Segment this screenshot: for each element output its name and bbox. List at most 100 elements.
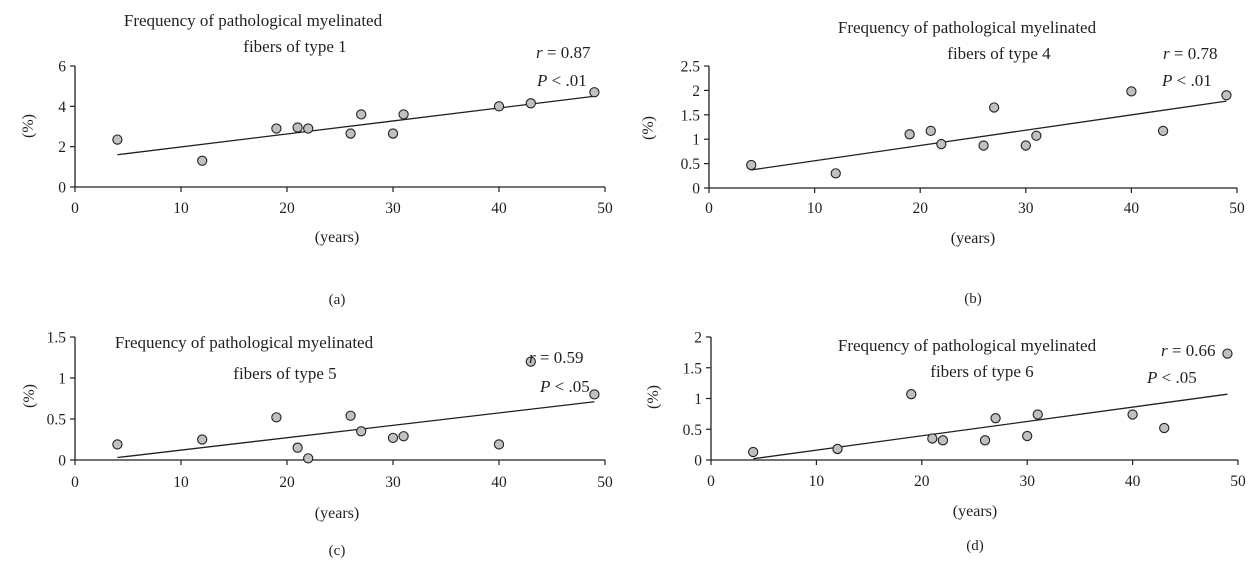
data-point <box>904 129 915 140</box>
x-axis-label: (years) <box>315 505 359 522</box>
x-tick-label: 20 <box>279 200 295 217</box>
data-point <box>356 109 367 120</box>
y-tick-label: 4 <box>58 99 66 116</box>
y-tick-label: 2 <box>58 139 66 156</box>
x-tick-label: 50 <box>597 474 613 491</box>
data-point <box>1031 130 1042 141</box>
stat-p: P < .01 <box>536 71 587 90</box>
chart-panel-a: Frequency of pathological myelinated fibe… <box>20 11 613 308</box>
data-point <box>978 140 989 151</box>
data-point <box>345 128 356 139</box>
data-point <box>112 439 123 450</box>
data-point <box>525 98 536 109</box>
x-tick-label: 0 <box>705 200 713 217</box>
data-point <box>927 433 938 444</box>
x-tick-label: 20 <box>914 473 930 490</box>
chart-title-line: Frequency of pathological myelinated <box>124 11 383 30</box>
data-point <box>906 389 917 400</box>
x-tick-label: 0 <box>71 200 79 217</box>
x-axis-label: (years) <box>953 503 997 520</box>
data-point <box>1159 422 1170 434</box>
data-point <box>746 159 757 171</box>
data-point <box>197 434 208 445</box>
data-point <box>398 109 409 120</box>
x-tick-label: 40 <box>491 200 507 217</box>
x-tick-label: 0 <box>71 474 79 491</box>
x-tick-label: 50 <box>1229 200 1245 217</box>
panel-label: (d) <box>966 538 984 554</box>
data-point <box>292 122 303 133</box>
chart-title-line: Frequency of pathological myelinated <box>838 18 1097 37</box>
data-point <box>387 128 399 139</box>
x-tick-label: 10 <box>173 200 189 217</box>
data-point <box>271 412 282 423</box>
x-tick-label: 50 <box>1230 473 1246 490</box>
x-tick-label: 30 <box>1018 200 1034 217</box>
y-tick-label: 2.5 <box>681 59 701 76</box>
y-tick-label: 0 <box>58 180 66 197</box>
data-point <box>925 125 936 137</box>
y-axis-label: (%) <box>20 114 37 138</box>
trend-line <box>117 95 595 156</box>
data-point <box>937 435 949 446</box>
x-tick-label: 30 <box>385 474 401 491</box>
x-tick-label: 0 <box>707 473 715 490</box>
x-tick-label: 10 <box>807 200 823 217</box>
data-point <box>345 410 356 421</box>
y-tick-label: 1.5 <box>47 330 67 347</box>
data-point <box>1222 348 1233 359</box>
x-tick-label: 40 <box>1125 473 1141 490</box>
data-point <box>1157 125 1169 137</box>
chart-title-line: fibers of type 4 <box>947 44 1051 63</box>
chart-title-line: Frequency of pathological myelinated <box>115 333 374 352</box>
y-axis-label: (%) <box>21 384 38 408</box>
x-tick-label: 30 <box>1019 473 1035 490</box>
data-point <box>493 439 505 450</box>
data-point <box>936 138 947 150</box>
trend-line <box>753 393 1228 460</box>
data-point <box>832 443 843 455</box>
x-tick-label: 40 <box>1124 200 1140 217</box>
x-tick-label: 40 <box>491 474 507 491</box>
chart-title-line: fibers of type 5 <box>233 364 336 383</box>
data-point <box>979 435 991 446</box>
stat-p: P < .05 <box>1146 368 1197 387</box>
data-point <box>303 453 314 464</box>
chart-panel-d: Frequency of pathological myelinated fibe… <box>645 330 1246 555</box>
data-point <box>990 413 1001 424</box>
data-point <box>1126 86 1137 97</box>
y-tick-label: 1 <box>692 132 700 149</box>
data-point <box>112 134 123 145</box>
panel-label: (c) <box>329 543 346 559</box>
data-point <box>387 432 399 444</box>
stat-r: r = 0.66 <box>1161 341 1215 360</box>
y-tick-label: 0.5 <box>683 422 703 439</box>
y-tick-label: 0.5 <box>681 156 701 173</box>
x-tick-label: 30 <box>385 200 401 217</box>
y-tick-label: 0 <box>692 181 700 198</box>
stat-r: r = 0.78 <box>1163 44 1217 63</box>
y-tick-label: 2 <box>692 83 700 100</box>
chart-title-line: fibers of type 1 <box>243 37 346 56</box>
data-point <box>988 102 1000 113</box>
stat-r: r = 0.87 <box>536 43 591 62</box>
y-tick-label: 1.5 <box>681 107 701 124</box>
stat-p: P < .05 <box>539 377 590 396</box>
data-point <box>271 123 282 134</box>
y-axis-label: (%) <box>645 385 662 409</box>
y-tick-label: 0 <box>58 453 66 470</box>
y-tick-label: 0.5 <box>47 412 67 429</box>
data-point <box>830 168 841 179</box>
data-point <box>525 356 536 367</box>
x-tick-label: 50 <box>597 200 613 217</box>
data-point <box>748 446 759 458</box>
x-tick-label: 10 <box>809 473 825 490</box>
data-point <box>1127 409 1138 420</box>
data-point <box>292 442 303 453</box>
y-tick-label: 1 <box>694 391 702 408</box>
chart-title-line: fibers of type 6 <box>930 362 1033 381</box>
data-point <box>493 101 505 112</box>
stat-p: P < .01 <box>1161 71 1212 90</box>
y-tick-label: 1.5 <box>683 360 703 377</box>
panel-label: (b) <box>964 291 982 307</box>
